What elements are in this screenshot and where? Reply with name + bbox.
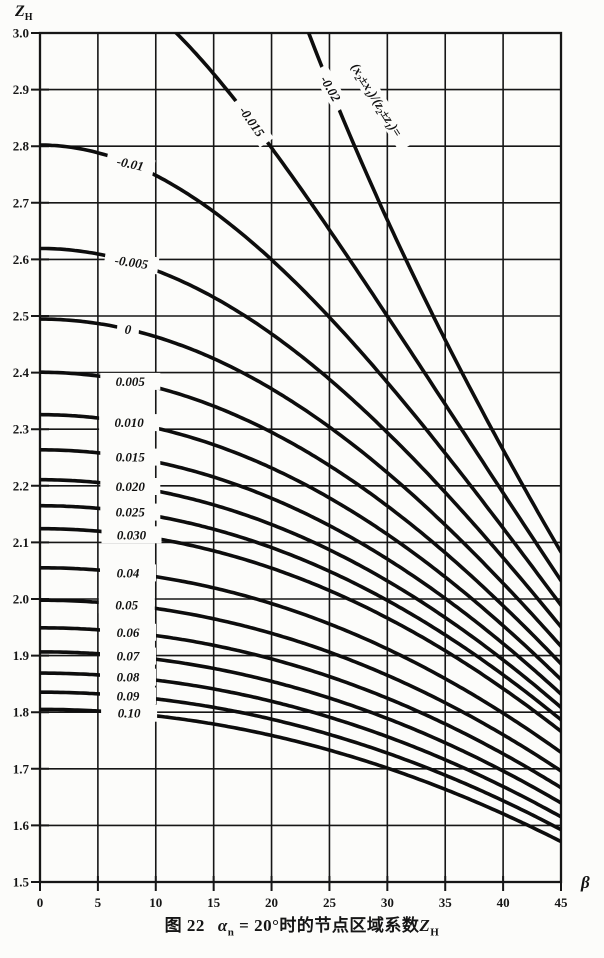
y-tick-label-2.4: 2.4 [13, 365, 30, 380]
curve-label-0.10: 0.10 [101, 704, 158, 722]
curve-label-0.010: 0.010 [99, 414, 160, 432]
y-tick-label-2.8: 2.8 [13, 139, 30, 154]
x-tick-label-45: 45 [555, 895, 569, 910]
y-tick-label-1.6: 1.6 [13, 818, 30, 833]
svg-text:0.08: 0.08 [117, 670, 140, 685]
svg-text:0.04: 0.04 [117, 565, 140, 580]
curve-label--0.015: -0.015 [230, 95, 274, 148]
y-tick-label-1.8: 1.8 [13, 705, 30, 720]
caption-z-symbol: Z [419, 916, 431, 935]
curve-label-0.030: 0.030 [101, 526, 162, 544]
curve-label-0.015: 0.015 [100, 448, 161, 466]
curve-label-0.04: 0.04 [100, 564, 156, 582]
x-tick-label-5: 5 [95, 895, 102, 910]
x-tick-label-10: 10 [149, 895, 162, 910]
caption-text: = 20°时的节点区域系数 [234, 916, 420, 935]
svg-text:0.015: 0.015 [116, 450, 146, 465]
svg-text:0.020: 0.020 [116, 479, 146, 494]
y-tick-label-2.2: 2.2 [13, 478, 29, 493]
svg-text:0.005: 0.005 [116, 374, 146, 389]
y-tick-label-2.6: 2.6 [13, 252, 30, 267]
y-tick-label-1.7: 1.7 [13, 761, 30, 776]
curve-label-0.07: 0.07 [100, 647, 156, 665]
x-tick-label-20: 20 [265, 895, 278, 910]
curve-k--0.015 [173, 33, 561, 583]
y-tick-label-3.0: 3.0 [13, 26, 29, 41]
curve-label--0.02: -0.02 [311, 64, 350, 113]
y-axis-title-symbol: Z [15, 3, 25, 20]
x-tick-label-15: 15 [207, 895, 221, 910]
curve-label-0.08: 0.08 [100, 668, 156, 686]
svg-text:0.07: 0.07 [117, 649, 140, 664]
y-tick-label-2.9: 2.9 [13, 82, 30, 97]
ticks: 3.0 2.9 2.8 2.7 2.6 2.5 2.4 2.3 2.2 2.1 2.0 1.9 1.8 1… [13, 26, 568, 911]
curve-label-0.05: 0.05 [98, 596, 155, 614]
svg-text:-0.005: -0.005 [114, 252, 150, 272]
svg-text:0: 0 [124, 322, 132, 338]
curve-labels: -0.02 -0.015 -0.01 -0.005 0 0.005 0.010 0.015 0.… [98, 47, 414, 722]
x-tick-label-0: 0 [37, 895, 44, 910]
curve-label-0.06: 0.06 [100, 623, 156, 641]
curve-label-0.09: 0.09 [100, 687, 156, 705]
y-tick-label-1.9: 1.9 [13, 648, 30, 663]
y-tick-label-1.5: 1.5 [13, 875, 30, 890]
svg-text:0.030: 0.030 [117, 527, 147, 542]
y-axis-title-subscript: H [24, 12, 33, 24]
curve-k--0.02 [306, 33, 561, 554]
figure-caption: 图 22 αn = 20°时的节点区域系数ZH [0, 911, 604, 938]
family-parameter-label: (x2±x1)/(z2±z1)= [340, 47, 414, 152]
y-tick-label-2.1: 2.1 [13, 535, 29, 550]
x-axis-title-symbol: β [581, 873, 590, 892]
curve-label-0.005: 0.005 [100, 372, 161, 390]
caption-figure-number: 图 22 [164, 916, 205, 935]
curve-label-0.020: 0.020 [100, 478, 161, 495]
svg-text:-0.01: -0.01 [115, 154, 145, 174]
y-tick-label-2.0: 2.0 [13, 592, 29, 607]
curve-label-0: 0 [116, 319, 140, 339]
svg-text:0.06: 0.06 [117, 625, 140, 640]
y-tick-label-2.7: 2.7 [13, 195, 30, 210]
caption-alpha-subscript: n [227, 926, 235, 939]
svg-text:0.025: 0.025 [116, 505, 146, 520]
x-tick-label-35: 35 [439, 895, 453, 910]
x-tick-label-40: 40 [497, 895, 510, 910]
caption-alpha-symbol: α [217, 916, 228, 935]
y-tick-label-2.5: 2.5 [13, 309, 30, 324]
plot-frame [38, 31, 563, 884]
caption-z-subscript: H [430, 926, 440, 939]
x-tick-label-25: 25 [323, 895, 337, 910]
svg-text:0.10: 0.10 [118, 706, 141, 721]
x-axis-title: β [581, 873, 590, 893]
y-tick-label-2.3: 2.3 [13, 422, 30, 437]
svg-text:0.05: 0.05 [115, 597, 138, 612]
curve-label--0.01: -0.01 [105, 150, 156, 178]
y-axis-title: ZH [15, 3, 33, 23]
curve-label-0.025: 0.025 [100, 503, 161, 521]
svg-text:0.09: 0.09 [117, 689, 140, 704]
svg-text:0.010: 0.010 [114, 415, 144, 430]
curve-label--0.005: -0.005 [103, 250, 160, 275]
grid [40, 33, 561, 882]
x-tick-label-30: 30 [381, 895, 394, 910]
svg-text:(x2±x1)/(z2±z1)=: (x2±x1)/(z2±z1)= [347, 60, 406, 140]
